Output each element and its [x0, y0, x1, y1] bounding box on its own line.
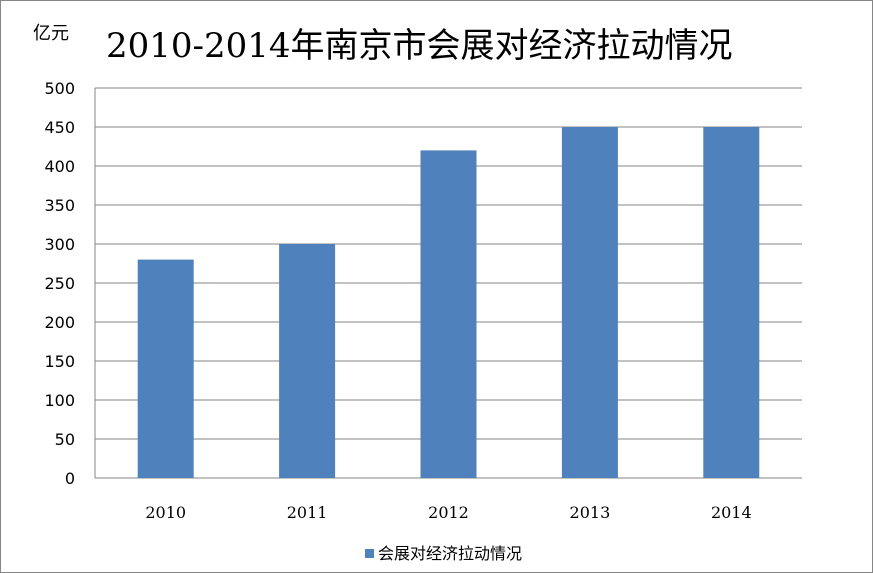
y-tick-label: 500	[44, 79, 75, 98]
y-tick-label: 350	[44, 196, 75, 215]
x-tick-label: 2012	[428, 503, 469, 522]
x-tick-label: 2014	[711, 503, 752, 522]
bar-2013	[561, 127, 618, 478]
chart-title: 2010-2014年南京市会展对经济拉动情况	[106, 26, 733, 66]
bar-2012	[420, 150, 477, 478]
legend-label: 会展对经济拉动情况	[378, 544, 522, 563]
y-tick-label: 150	[44, 352, 75, 371]
y-tick-label: 100	[44, 391, 75, 410]
y-axis-ticks: 0 50 100 150 200 250 300 350 400 450 500	[44, 79, 75, 488]
y-tick-label: 400	[44, 157, 75, 176]
y-tick-label: 450	[44, 118, 75, 137]
x-tick-label: 2010	[145, 503, 186, 522]
legend-swatch	[365, 549, 374, 558]
y-tick-label: 0	[65, 469, 75, 488]
y-tick-label: 50	[55, 430, 75, 449]
legend: 会展对经济拉动情况	[365, 544, 522, 563]
y-axis-unit-label: 亿元	[33, 23, 69, 44]
y-tick-label: 300	[44, 235, 75, 254]
bar-2010	[137, 259, 194, 478]
bar-series	[137, 127, 760, 478]
x-tick-label: 2011	[287, 503, 328, 522]
x-tick-label: 2013	[570, 503, 611, 522]
y-tick-label: 250	[44, 274, 75, 293]
bar-2014	[703, 127, 760, 478]
bar-2011	[279, 244, 336, 478]
x-axis-ticks: 2010 2011 2012 2013 2014	[145, 503, 751, 522]
y-tick-label: 200	[44, 313, 75, 332]
